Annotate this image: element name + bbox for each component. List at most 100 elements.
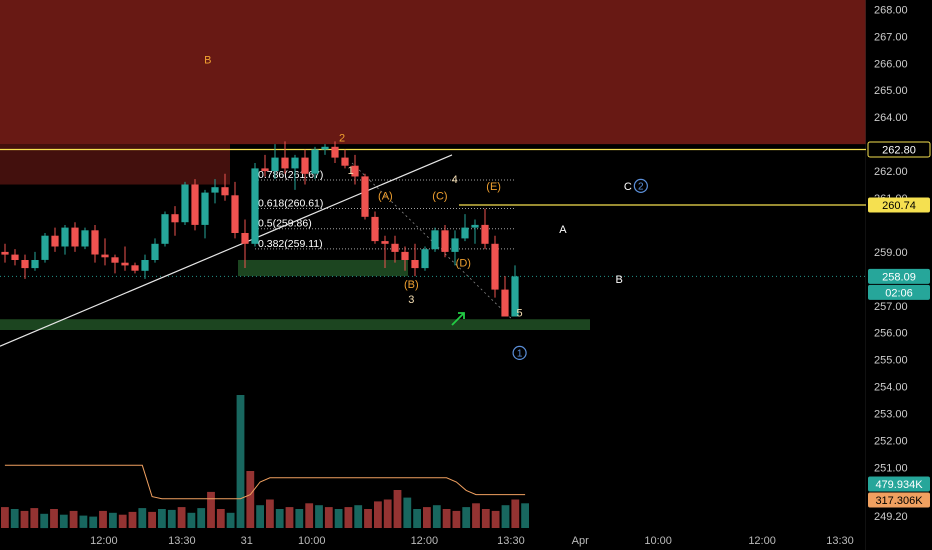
wave-label: B xyxy=(204,54,211,66)
candles-layer xyxy=(1,141,519,317)
volume-bar xyxy=(491,510,500,528)
candle-body xyxy=(321,146,329,150)
price-tick-label: 251.00 xyxy=(874,462,908,474)
candle-body xyxy=(81,230,89,247)
volume-bar xyxy=(197,508,206,528)
fib-label: 0.382(259.11) xyxy=(258,238,323,250)
volume-bar xyxy=(501,505,510,528)
fib-label: 0.618(260.61) xyxy=(258,198,323,210)
volume-bar xyxy=(413,509,421,528)
price-tick-label: 252.00 xyxy=(874,435,908,447)
circled-wave-label: 2 xyxy=(638,181,644,192)
volume-bar xyxy=(266,499,274,528)
candle-body xyxy=(331,146,339,158)
fib-label: 0.5(259.86) xyxy=(258,218,312,230)
time-tick-label: 12:00 xyxy=(411,535,439,547)
volume-bar xyxy=(177,507,186,528)
price-tick-label: 254.00 xyxy=(874,382,908,394)
wave-label: 3 xyxy=(408,294,414,306)
volume-bar xyxy=(305,503,314,528)
volume-bar xyxy=(423,507,431,528)
volume-ma-badge: 317.306K xyxy=(875,495,923,507)
volume-layer xyxy=(1,395,529,529)
volume-bar xyxy=(324,507,333,528)
volume-bar xyxy=(109,512,117,528)
volume-bar xyxy=(364,509,372,528)
volume-bar xyxy=(99,510,107,528)
volume-bar xyxy=(69,510,78,528)
price-tick-label: 249.20 xyxy=(874,511,908,523)
candle-body xyxy=(501,289,509,317)
wave-label: (B) xyxy=(404,279,419,291)
price-tick-label: 264.00 xyxy=(874,112,908,124)
time-tick-label: 13:30 xyxy=(497,535,525,547)
candle-body xyxy=(511,276,519,317)
candle-body xyxy=(271,157,279,172)
candle-body xyxy=(381,241,389,244)
volume-bar xyxy=(246,471,255,528)
time-tick-label: 31 xyxy=(241,535,253,547)
volume-bar xyxy=(40,513,49,529)
candle-body xyxy=(351,165,359,177)
trendline-layer xyxy=(0,154,453,347)
candle-body xyxy=(341,157,349,166)
candle-body xyxy=(361,176,369,217)
wave-label: 4 xyxy=(452,174,458,186)
candle-body xyxy=(161,214,169,244)
price-tick-label: 265.00 xyxy=(874,85,908,97)
volume-bar xyxy=(207,491,215,528)
candle-body xyxy=(91,230,99,255)
wave-label: (E) xyxy=(486,181,501,193)
volume-badge: 479.934K xyxy=(875,479,923,491)
candle-body xyxy=(31,260,39,269)
wave-label: 5 xyxy=(517,308,523,320)
candle-body xyxy=(431,230,439,250)
candle-body xyxy=(281,157,289,169)
candle-body xyxy=(371,216,379,242)
volume-bar xyxy=(20,510,29,528)
wave-label: A xyxy=(559,224,567,236)
wave-label: (C) xyxy=(432,190,447,202)
volume-bar xyxy=(315,505,323,528)
resistance-zone xyxy=(0,0,866,145)
volume-bar xyxy=(128,511,137,528)
candle-body xyxy=(151,243,159,260)
candle-body xyxy=(221,187,229,196)
wave-label: (D) xyxy=(456,258,471,270)
support-zone-lower xyxy=(0,319,590,330)
candle-body xyxy=(201,192,209,225)
volume-bar xyxy=(481,509,490,528)
price-tick-label: 267.00 xyxy=(874,31,908,43)
volume-bar xyxy=(50,509,58,528)
time-axis[interactable]: 12:00 13:30 31 10:00 12:00 13:30 Apr 10:00 12:00… xyxy=(90,535,854,547)
candle-body xyxy=(251,168,259,244)
candle-body xyxy=(421,249,429,269)
volume-bar xyxy=(30,508,39,528)
volume-bar xyxy=(216,509,225,528)
volume-bar xyxy=(118,514,127,528)
candle-body xyxy=(291,157,299,169)
volume-bar xyxy=(295,509,304,528)
volume-bar xyxy=(79,515,88,528)
candle-body xyxy=(171,214,179,223)
candle-body xyxy=(441,230,449,252)
wave-label: C xyxy=(624,181,632,193)
volume-bar xyxy=(374,501,382,528)
volume-badge-box xyxy=(868,476,930,492)
level-badge-262-80: 262.80 xyxy=(882,145,916,157)
candle-body xyxy=(101,254,109,258)
candle-body xyxy=(121,262,129,266)
volume-bar xyxy=(393,490,402,528)
candle-body xyxy=(451,238,459,252)
volume-bar xyxy=(452,510,461,528)
level-badge-260-74: 260.74 xyxy=(882,200,916,212)
candle-body xyxy=(471,224,479,228)
time-tick-label: 12:00 xyxy=(748,535,776,547)
zones-layer xyxy=(0,0,866,330)
volume-bar xyxy=(403,497,412,528)
time-tick-label: 13:30 xyxy=(168,535,196,547)
volume-bar xyxy=(521,503,529,528)
last-price-badge: 258.09 xyxy=(882,271,916,283)
time-tick-label: 12:00 xyxy=(90,535,118,547)
